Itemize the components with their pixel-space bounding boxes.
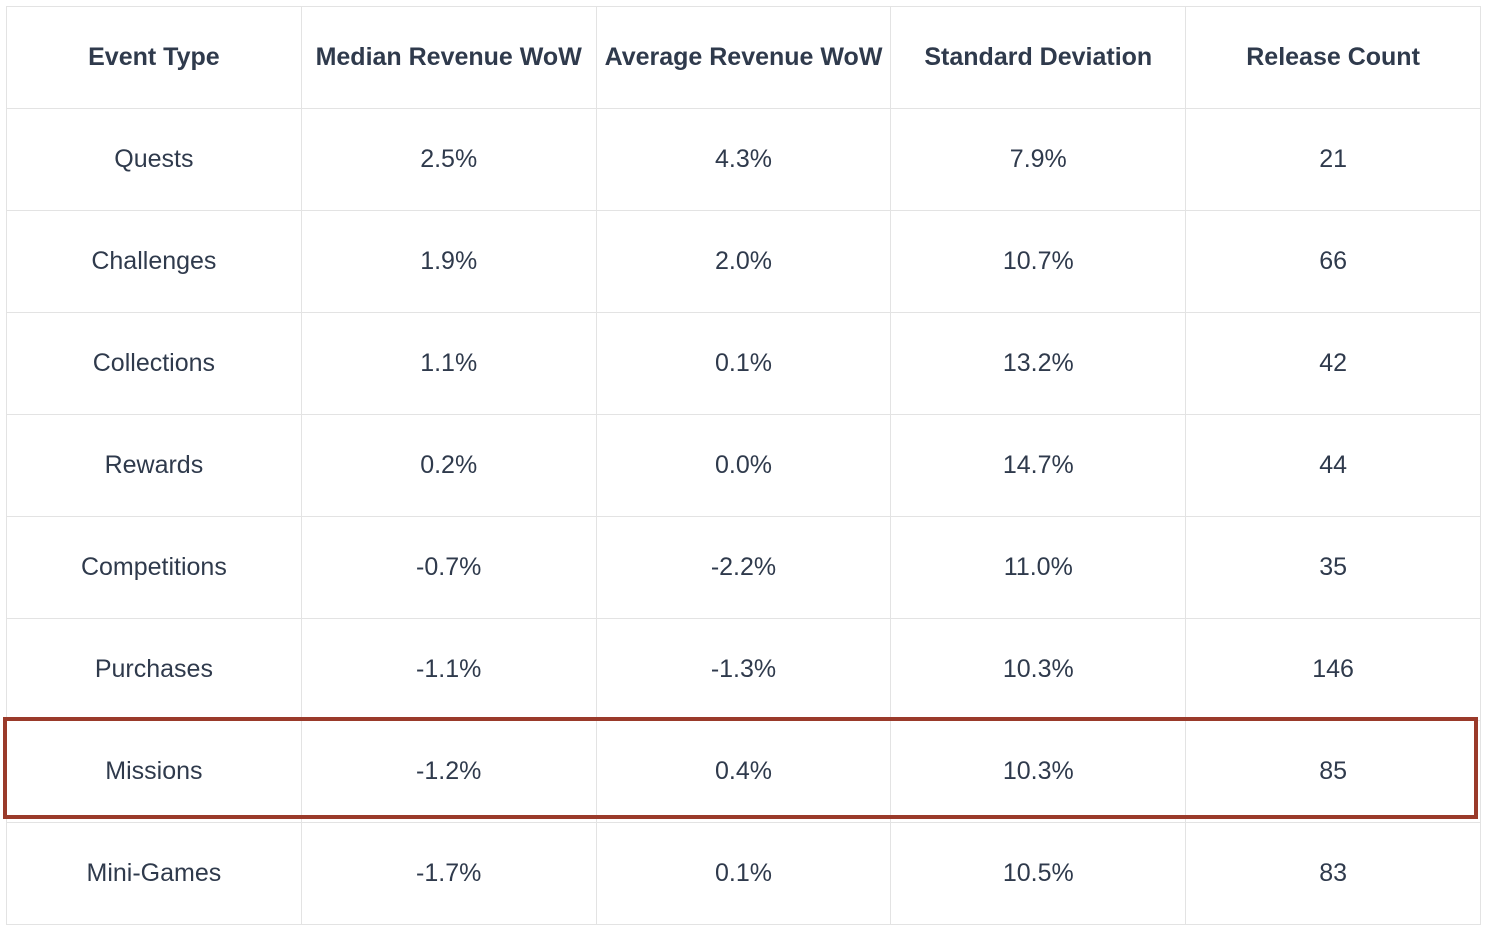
cell-median-revenue: 0.2% xyxy=(300,414,597,517)
data-table-container: Event Type Median Revenue WoW Average Re… xyxy=(6,6,1481,925)
table-row: Collections 1.1% 0.1% 13.2% 42 xyxy=(6,312,1481,415)
cell-standard-deviation: 10.3% xyxy=(890,720,1187,823)
header-standard-deviation[interactable]: Standard Deviation xyxy=(890,6,1187,109)
cell-event-type: Challenges xyxy=(6,210,302,313)
table-row: Quests 2.5% 4.3% 7.9% 21 xyxy=(6,108,1481,211)
cell-standard-deviation: 13.2% xyxy=(890,312,1187,415)
cell-median-revenue: -1.1% xyxy=(300,618,597,721)
cell-event-type: Purchases xyxy=(6,618,302,721)
cell-standard-deviation: 11.0% xyxy=(890,516,1187,619)
cell-median-revenue: 1.1% xyxy=(300,312,597,415)
cell-standard-deviation: 7.9% xyxy=(890,108,1187,211)
cell-standard-deviation: 10.5% xyxy=(890,822,1187,925)
cell-release-count: 83 xyxy=(1185,822,1481,925)
cell-average-revenue: 2.0% xyxy=(595,210,892,313)
table-row: Competitions -0.7% -2.2% 11.0% 35 xyxy=(6,516,1481,619)
table-header-row: Event Type Median Revenue WoW Average Re… xyxy=(6,6,1481,109)
cell-release-count: 85 xyxy=(1185,720,1481,823)
header-average-revenue-wow[interactable]: Average Revenue WoW xyxy=(595,6,892,109)
table-row: Rewards 0.2% 0.0% 14.7% 44 xyxy=(6,414,1481,517)
cell-average-revenue: -1.3% xyxy=(595,618,892,721)
cell-standard-deviation: 10.7% xyxy=(890,210,1187,313)
cell-release-count: 146 xyxy=(1185,618,1481,721)
cell-average-revenue: 0.4% xyxy=(595,720,892,823)
cell-average-revenue: 0.1% xyxy=(595,822,892,925)
cell-median-revenue: 2.5% xyxy=(300,108,597,211)
header-event-type[interactable]: Event Type xyxy=(6,6,302,109)
header-median-revenue-wow[interactable]: Median Revenue WoW xyxy=(300,6,597,109)
cell-standard-deviation: 14.7% xyxy=(890,414,1187,517)
cell-median-revenue: -1.7% xyxy=(300,822,597,925)
cell-average-revenue: -2.2% xyxy=(595,516,892,619)
cell-median-revenue: 1.9% xyxy=(300,210,597,313)
cell-event-type: Mini-Games xyxy=(6,822,302,925)
cell-average-revenue: 0.1% xyxy=(595,312,892,415)
cell-event-type: Collections xyxy=(6,312,302,415)
header-release-count[interactable]: Release Count xyxy=(1185,6,1481,109)
table-row: Purchases -1.1% -1.3% 10.3% 146 xyxy=(6,618,1481,721)
table-row: Mini-Games -1.7% 0.1% 10.5% 83 xyxy=(6,822,1481,925)
cell-release-count: 44 xyxy=(1185,414,1481,517)
cell-event-type: Quests xyxy=(6,108,302,211)
cell-release-count: 35 xyxy=(1185,516,1481,619)
table-row-highlighted: Missions -1.2% 0.4% 10.3% 85 xyxy=(6,720,1481,823)
cell-release-count: 66 xyxy=(1185,210,1481,313)
event-type-revenue-table: Event Type Median Revenue WoW Average Re… xyxy=(6,6,1481,925)
cell-average-revenue: 4.3% xyxy=(595,108,892,211)
cell-event-type: Competitions xyxy=(6,516,302,619)
cell-median-revenue: -0.7% xyxy=(300,516,597,619)
cell-event-type: Rewards xyxy=(6,414,302,517)
cell-median-revenue: -1.2% xyxy=(300,720,597,823)
cell-release-count: 42 xyxy=(1185,312,1481,415)
cell-release-count: 21 xyxy=(1185,108,1481,211)
table-row: Challenges 1.9% 2.0% 10.7% 66 xyxy=(6,210,1481,313)
cell-standard-deviation: 10.3% xyxy=(890,618,1187,721)
cell-event-type: Missions xyxy=(6,720,302,823)
cell-average-revenue: 0.0% xyxy=(595,414,892,517)
